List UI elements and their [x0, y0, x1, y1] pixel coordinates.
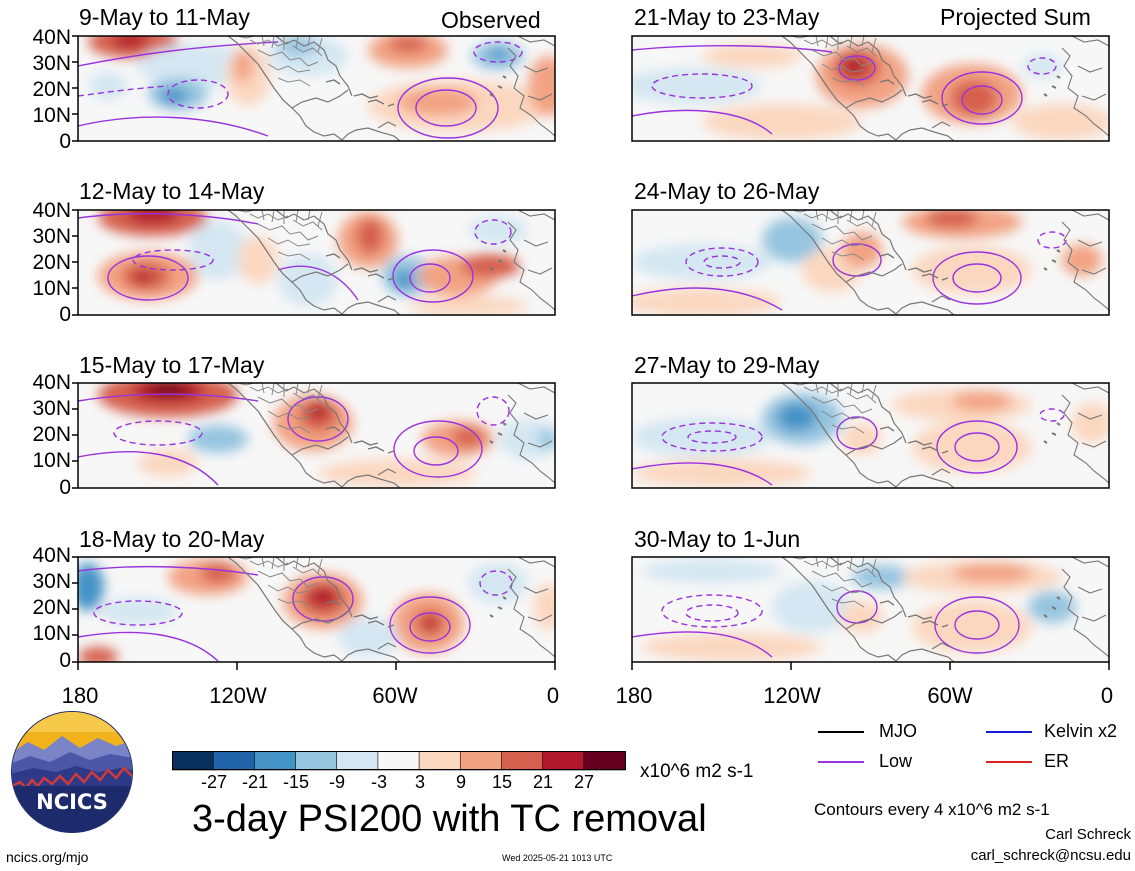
- y-tick: 0: [59, 303, 71, 326]
- y-tick: 0: [59, 649, 71, 672]
- tick-marks: [72, 35, 1110, 670]
- legend-swatch-kelvin: [986, 731, 1032, 733]
- map-panel-6: [631, 382, 1110, 489]
- colorbar-tick: 3: [414, 772, 426, 792]
- y-tick: 40N: [32, 199, 71, 222]
- colorbar-cell: [418, 751, 461, 771]
- panel-title-1: 9-May to 11-May: [79, 4, 250, 30]
- y-tick: 0: [59, 130, 71, 153]
- x-tick: 180: [61, 683, 99, 708]
- x-tick: 120W: [763, 683, 821, 708]
- colorbar-tick: -27: [200, 772, 228, 792]
- y-tick: 30N: [32, 570, 71, 593]
- colorbar-cell: [377, 751, 420, 771]
- colorbar-tick: -15: [282, 772, 310, 792]
- y-tick: 40N: [32, 26, 71, 49]
- colorbar-cell: [459, 751, 503, 771]
- map-panel-3: [77, 209, 556, 316]
- colorbar-tick: 27: [573, 772, 595, 792]
- ncics-logo: NCICS: [11, 711, 133, 833]
- legend-label-mjo: MJO: [879, 721, 917, 741]
- timestamp: Wed 2025-05-21 1013 UTC: [502, 853, 613, 863]
- colorbar-tick: 15: [491, 772, 513, 792]
- colorbar: [172, 751, 626, 771]
- panel-title-6: 27-May to 29-May: [634, 352, 820, 378]
- y-tick: 0: [59, 476, 71, 499]
- panel-title-2: 21-May to 23-May: [634, 4, 820, 30]
- colorbar-units: x10^6 m2 s-1: [640, 761, 754, 782]
- legend-swatch-mjo: [818, 731, 864, 733]
- x-tick: 120W: [209, 683, 267, 708]
- panel-title-7: 18-May to 20-May: [79, 526, 265, 552]
- map-panel-5: [77, 382, 556, 489]
- logo-text: NCICS: [36, 790, 108, 814]
- map-panel-2: [631, 35, 1110, 142]
- x-tick: 60W: [927, 683, 973, 708]
- panel-title-5: 15-May to 17-May: [79, 352, 265, 378]
- panel-title-4: 24-May to 26-May: [634, 178, 820, 204]
- author: Carl Schreck: [1045, 826, 1131, 843]
- x-tick: 60W: [372, 683, 418, 708]
- colorbar-tick: -3: [370, 772, 388, 792]
- y-tick: 10N: [32, 622, 71, 645]
- panel-title-3: 12-May to 14-May: [79, 178, 265, 204]
- observed-label: Observed: [441, 7, 541, 33]
- map-panel-7: [77, 556, 556, 663]
- legend-label-kelvin: Kelvin x2: [1044, 721, 1118, 741]
- map-panel-4: [631, 209, 1110, 316]
- map-panel-1: [77, 35, 556, 142]
- colorbar-tick: -21: [241, 772, 269, 792]
- x-tick: 0: [546, 683, 560, 708]
- colorbar-cell: [172, 751, 214, 771]
- y-tick: 20N: [32, 78, 71, 101]
- y-tick: 30N: [32, 225, 71, 248]
- y-tick: 30N: [32, 52, 71, 75]
- colorbar-cell: [501, 751, 544, 771]
- map-panels: [72, 35, 1110, 670]
- website: ncics.org/mjo: [6, 849, 89, 865]
- y-tick: 30N: [32, 397, 71, 420]
- legend-swatch-er: [986, 761, 1032, 763]
- colorbar-cell: [583, 751, 626, 771]
- colorbar-tick: -9: [328, 772, 346, 792]
- x-tick: 0: [1100, 683, 1114, 708]
- y-tick: 40N: [32, 371, 71, 394]
- projected-label: Projected Sum: [940, 4, 1091, 30]
- y-tick: 10N: [32, 449, 71, 472]
- colorbar-cell: [254, 751, 297, 771]
- legend-label-low: Low: [879, 751, 913, 771]
- colorbar-cell: [542, 751, 585, 771]
- colorbar-cell: [336, 751, 379, 771]
- colorbar-tick: 9: [455, 772, 467, 792]
- legend-swatch-low: [818, 761, 864, 763]
- colorbar-cell: [212, 751, 256, 771]
- y-tick: 10N: [32, 104, 71, 127]
- main-title: 3-day PSI200 with TC removal: [192, 798, 707, 840]
- y-tick: 10N: [32, 277, 71, 300]
- y-tick: 20N: [32, 251, 71, 274]
- x-tick: 180: [615, 683, 653, 708]
- author-email: carl_schreck@ncsu.edu: [970, 847, 1131, 864]
- map-panel-8: [631, 556, 1110, 663]
- colorbar-cell: [295, 751, 338, 771]
- panel-title-8: 30-May to 1-Jun: [634, 526, 801, 552]
- y-tick: 20N: [32, 596, 71, 619]
- y-tick: 20N: [32, 423, 71, 446]
- contour-note: Contours every 4 x10^6 m2 s-1: [814, 800, 1050, 819]
- legend-label-er: ER: [1044, 751, 1070, 771]
- colorbar-tick: 21: [532, 772, 554, 792]
- y-tick: 40N: [32, 544, 71, 567]
